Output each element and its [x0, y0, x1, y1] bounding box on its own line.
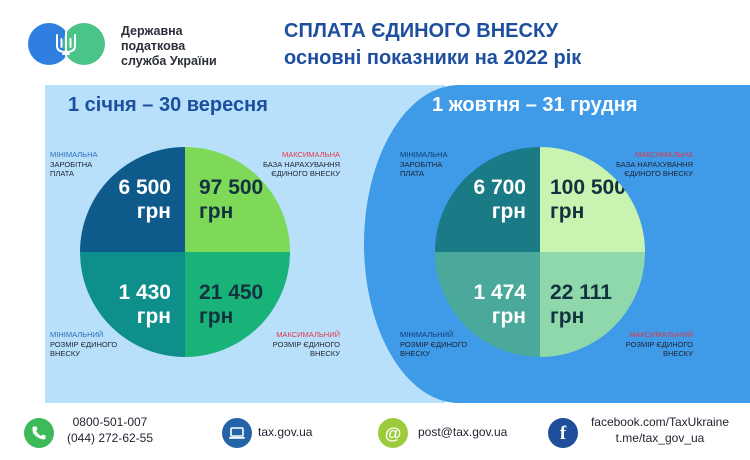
at-icon: @ — [378, 418, 408, 448]
p1-min-wage-label: МІНІМАЛЬНА ЗАРОБІТНА ПЛАТА — [50, 150, 98, 179]
website-link[interactable]: tax.gov.ua — [258, 425, 313, 439]
title-line-2: основні показники на 2022 рік — [284, 47, 582, 69]
trident-icon — [56, 31, 76, 57]
p2-min-wage-value-block: 6 700 грн — [473, 176, 526, 224]
p2-min-wage-value: 6 700 — [473, 175, 526, 199]
p2-max-base-label: МАКСИМАЛЬНА БАЗА НАРАХУВАННЯ ЄДИНОГО ВНЕ… — [616, 150, 693, 179]
social-links: facebook.com/TaxUkraine t.me/tax_gov_ua — [580, 414, 740, 446]
org-line-2: податкова — [121, 39, 186, 53]
p1-min-contribution-quadrant: 1 430 грн — [80, 252, 185, 357]
p1-min-contribution-value-block: 1 430 грн — [118, 281, 171, 329]
phone-icon — [24, 418, 54, 448]
p2-min-contribution-unit: грн — [491, 304, 526, 328]
p1-min-contribution-label-1: МІНІМАЛЬНИЙ — [50, 330, 104, 339]
p2-min-contribution-label-3: ВНЕСКУ — [400, 349, 431, 358]
p1-max-contribution-quadrant: 21 450 грн — [185, 252, 290, 357]
laptop-glyph — [229, 427, 245, 439]
p1-max-base-label-2: БАЗА НАРАХУВАННЯ — [263, 159, 340, 169]
p2-min-contribution-label-1: МІНІМАЛЬНИЙ — [400, 330, 454, 339]
p1-max-contribution-label-3: ВНЕСКУ — [309, 349, 340, 358]
p2-max-contribution-value: 22 111 — [550, 280, 612, 304]
p1-max-base-label-3: ЄДИНОГО ВНЕСКУ — [271, 169, 340, 178]
p1-min-wage-label-1: МІНІМАЛЬНА — [50, 150, 98, 159]
period-1-title: 1 січня – 30 вересня — [68, 94, 268, 116]
p2-max-base-value: 100 500 — [550, 175, 626, 199]
org-line-3: служба України — [121, 54, 217, 68]
p2-min-contribution-label-2: РОЗМІР ЄДИНОГО — [400, 339, 468, 349]
laptop-icon — [222, 418, 252, 448]
p1-max-contribution-unit: грн — [199, 304, 234, 328]
at-glyph: @ — [384, 423, 402, 443]
period-2-title: 1 жовтня – 31 грудня — [432, 94, 638, 116]
p1-max-base-value: 97 500 — [199, 175, 264, 199]
page-title: СПЛАТА ЄДИНОГО ВНЕСКУ основні показники … — [284, 18, 744, 72]
p2-max-base-value-block: 100 500 грн — [550, 176, 626, 224]
p1-max-contribution-value: 21 450 — [199, 280, 264, 304]
p1-max-base-label-1: МАКСИМАЛЬНА — [281, 150, 340, 159]
p2-max-base-label-3: ЄДИНОГО ВНЕСКУ — [624, 169, 693, 178]
p1-max-base-label: МАКСИМАЛЬНА БАЗА НАРАХУВАННЯ ЄДИНОГО ВНЕ… — [263, 150, 340, 179]
p1-max-base-unit: грн — [199, 199, 234, 223]
p2-max-contribution-label-1: МАКСИМАЛЬНИЙ — [629, 330, 693, 339]
phone-2[interactable]: (044) 272-62-55 — [66, 431, 154, 445]
p1-min-wage-label-2: ЗАРОБІТНА — [50, 159, 93, 169]
p2-min-wage-label-2: ЗАРОБІТНА — [400, 159, 443, 169]
p2-min-wage-label-1: МІНІМАЛЬНА — [400, 150, 448, 159]
phone-numbers: 0800-501-007 (044) 272-62-55 — [64, 414, 156, 446]
facebook-link[interactable]: facebook.com/TaxUkraine — [590, 415, 730, 429]
p2-max-contribution-label: МАКСИМАЛЬНИЙ РОЗМІР ЄДИНОГО ВНЕСКУ — [626, 330, 693, 359]
phone-1[interactable]: 0800-501-007 — [72, 415, 148, 429]
p1-max-contribution-value-block: 21 450 грн — [199, 281, 263, 329]
phone-glyph — [32, 426, 46, 440]
p2-min-contribution-value-block: 1 474 грн — [473, 281, 526, 329]
p1-max-contribution-label-1: МАКСИМАЛЬНИЙ — [276, 330, 340, 339]
p2-min-wage-quadrant: 6 700 грн — [435, 147, 540, 252]
organization-name: Державна податкова служба України — [121, 24, 261, 69]
p1-min-wage-value-block: 6 500 грн — [118, 176, 171, 224]
p1-min-contribution-value: 1 430 — [118, 280, 171, 304]
p1-min-wage-unit: грн — [136, 199, 171, 223]
p2-min-wage-label: МІНІМАЛЬНА ЗАРОБІТНА ПЛАТА — [400, 150, 448, 179]
p2-max-contribution-label-3: ВНЕСКУ — [662, 349, 693, 358]
p1-min-wage-label-3: ПЛАТА — [50, 169, 75, 178]
p1-min-contribution-unit: грн — [136, 304, 171, 328]
p1-max-base-value-block: 97 500 грн — [199, 176, 263, 224]
p2-max-contribution-quadrant: 22 111 грн — [540, 252, 645, 357]
title-line-1: СПЛАТА ЄДИНОГО ВНЕСКУ — [284, 20, 559, 42]
p1-min-contribution-label-3: ВНЕСКУ — [50, 349, 81, 358]
p2-min-contribution-quadrant: 1 474 грн — [435, 252, 540, 357]
org-line-1: Державна — [121, 24, 183, 38]
p2-max-contribution-label-2: РОЗМІР ЄДИНОГО — [625, 339, 693, 349]
p2-max-base-unit: грн — [550, 199, 585, 223]
logo — [28, 20, 112, 68]
p2-min-wage-unit: грн — [491, 199, 526, 223]
p1-max-contribution-label: МАКСИМАЛЬНИЙ РОЗМІР ЄДИНОГО ВНЕСКУ — [273, 330, 340, 359]
p2-min-wage-label-3: ПЛАТА — [400, 169, 425, 178]
p2-min-contribution-label: МІНІМАЛЬНИЙ РОЗМІР ЄДИНОГО ВНЕСКУ — [400, 330, 467, 359]
p2-max-base-quadrant: 100 500 грн — [540, 147, 645, 252]
p1-min-wage-value: 6 500 — [118, 175, 171, 199]
p2-min-contribution-value: 1 474 — [473, 280, 526, 304]
p1-max-base-quadrant: 97 500 грн — [185, 147, 290, 252]
p2-max-base-label-2: БАЗА НАРАХУВАННЯ — [616, 159, 693, 169]
p1-max-contribution-label-2: РОЗМІР ЄДИНОГО — [272, 339, 340, 349]
p2-max-base-label-1: МАКСИМАЛЬНА — [634, 150, 693, 159]
telegram-link[interactable]: t.me/tax_gov_ua — [615, 431, 705, 445]
facebook-glyph: f — [559, 422, 567, 444]
facebook-icon: f — [548, 418, 578, 448]
p1-min-wage-quadrant: 6 500 грн — [80, 147, 185, 252]
p2-max-contribution-unit: грн — [550, 304, 585, 328]
p2-indicator-circle: 6 700 грн 100 500 грн 1 474 грн 22 111 г… — [435, 147, 645, 357]
email-link[interactable]: post@tax.gov.ua — [418, 425, 508, 439]
p1-indicator-circle: 6 500 грн 97 500 грн 1 430 грн 21 450 гр… — [80, 147, 290, 357]
p2-max-contribution-value-block: 22 111 грн — [550, 281, 612, 329]
